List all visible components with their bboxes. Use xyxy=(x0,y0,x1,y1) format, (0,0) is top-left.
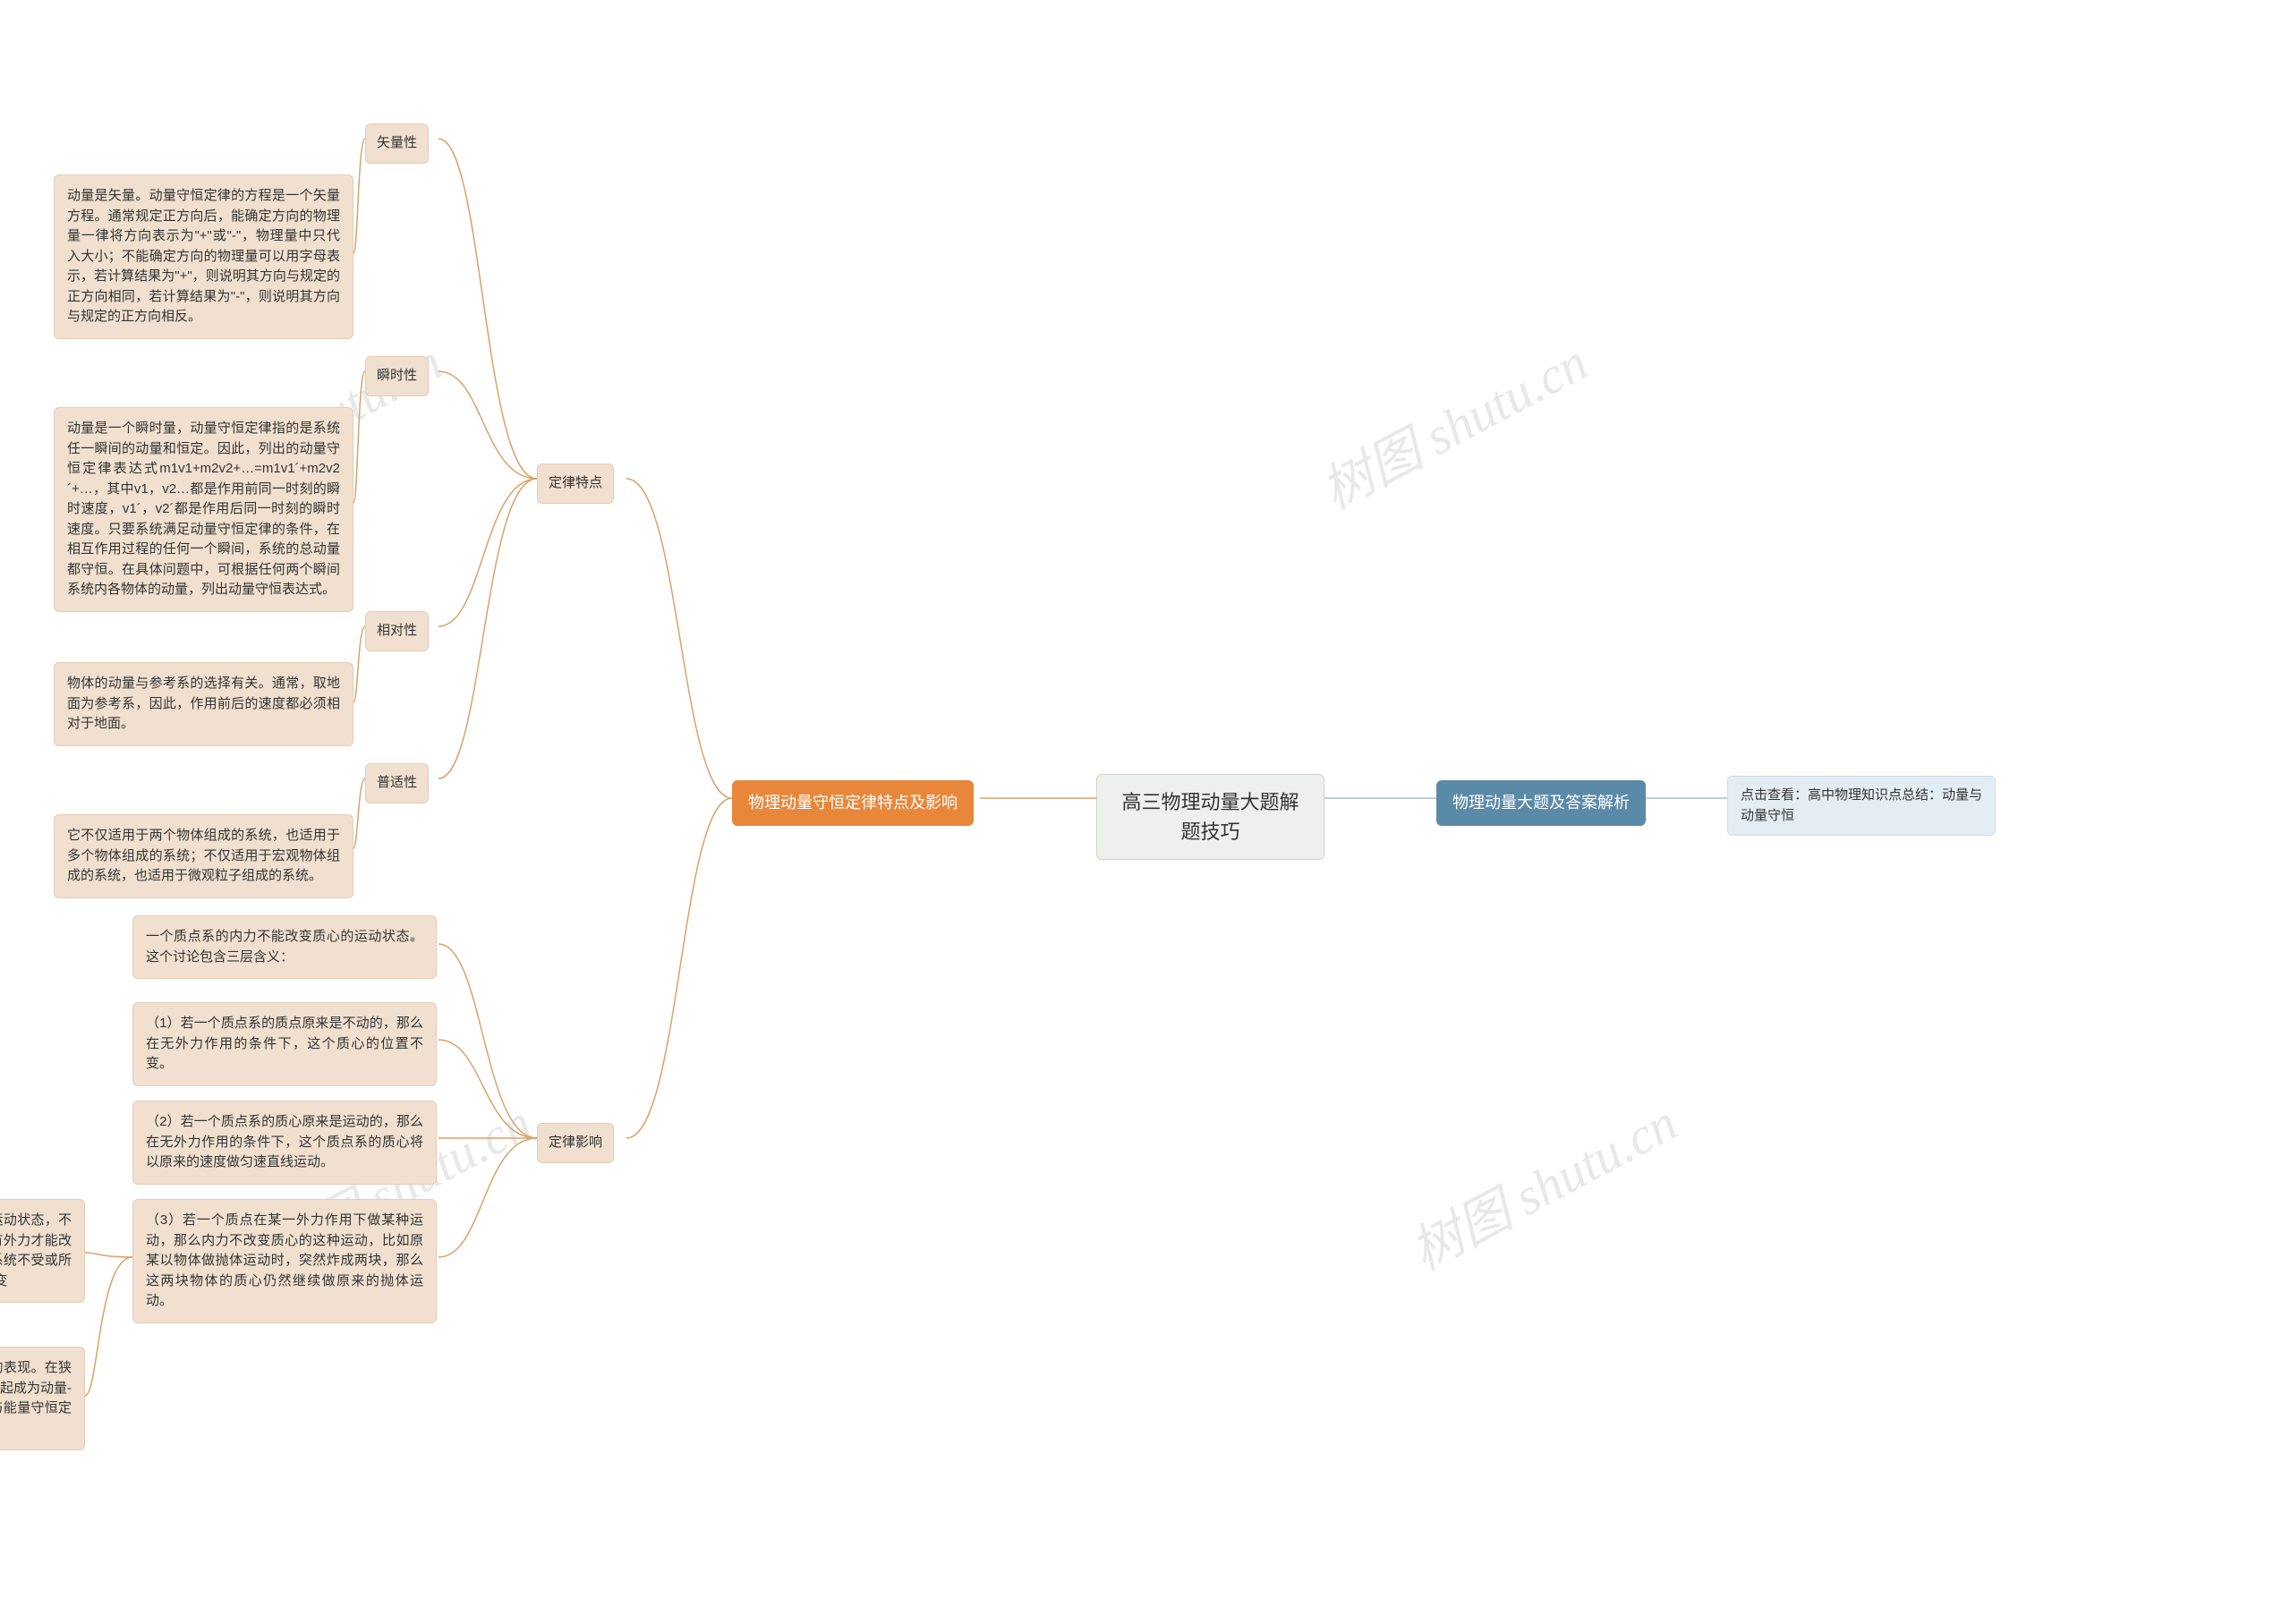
relative-title-text: 相对性 xyxy=(377,623,417,638)
watermark: 树图 shutu.cn xyxy=(1395,1082,1688,1285)
vector-desc-text: 动量是矢量。动量守恒定律的方程是一个矢量方程。通常规定正方向后，能确定方向的物理… xyxy=(67,188,340,324)
features-label: 定律特点 xyxy=(549,475,602,490)
effects-intro-text: 一个质点系的内力不能改变质心的运动状态。这个讨论包含三层含义： xyxy=(146,929,423,965)
features-node: 定律特点 xyxy=(537,463,614,504)
effects-p2: （2）若一个质点系的质心原来是运动的，那么在无外力作用的条件下，这个质点系的质心… xyxy=(132,1101,437,1185)
relative-desc: 物体的动量与参考系的选择有关。通常，取地面为参考系，因此，作用前后的速度都必须相… xyxy=(54,662,353,746)
relative-title: 相对性 xyxy=(365,611,429,651)
right-leaf-label: 点击查看：高中物理知识点总结：动量与动量守恒 xyxy=(1741,787,1982,823)
universal-title-text: 普适性 xyxy=(377,775,417,790)
left-branch: 物理动量守恒定律特点及影响 xyxy=(732,780,974,826)
right-leaf: 点击查看：高中物理知识点总结：动量与动量守恒 xyxy=(1727,776,1996,836)
instant-desc-text: 动量是一个瞬时量，动量守恒定律指的是系统任一瞬间的动量和恒定。因此，列出的动量守… xyxy=(67,421,340,597)
center-node: 高三物理动量大题解题技巧 xyxy=(1096,774,1324,860)
effects-p3-text: （3）若一个质点在某一外力作用下做某种运动，那么内力不改变质心的这种运动，比如原… xyxy=(146,1212,423,1308)
effects-node: 定律影响 xyxy=(537,1123,614,1163)
left-branch-label: 物理动量守恒定律特点及影响 xyxy=(748,794,958,812)
vector-title: 矢量性 xyxy=(365,123,429,164)
effects-p1: （1）若一个质点系的质点原来是不动的，那么在无外力作用的条件下，这个质心的位置不… xyxy=(132,1002,437,1086)
universal-title: 普适性 xyxy=(365,763,429,803)
effects-p1-text: （1）若一个质点系的质点原来是不动的，那么在无外力作用的条件下，这个质心的位置不… xyxy=(146,1016,423,1071)
effects-p3: （3）若一个质点在某一外力作用下做某种运动，那么内力不改变质心的这种运动，比如原… xyxy=(132,1199,437,1323)
effects-s2-text: 动量守恒定律是空间平移不变性的表现。在狭义相对论中，动量和能量结合在一起成为动量… xyxy=(0,1360,72,1436)
right-branch: 物理动量大题及答案解析 xyxy=(1436,780,1646,826)
vector-desc: 动量是矢量。动量守恒定律的方程是一个矢量方程。通常规定正方向后，能确定方向的物理… xyxy=(54,174,353,339)
effects-intro: 一个质点系的内力不能改变质心的运动状态。这个讨论包含三层含义： xyxy=(132,915,437,979)
right-branch-label: 物理动量大题及答案解析 xyxy=(1452,794,1630,812)
watermark: 树图 shutu.cn xyxy=(1306,321,1598,524)
universal-desc: 它不仅适用于两个物体组成的系统，也适用于多个物体组成的系统；不仅适用于宏观物体组… xyxy=(54,814,353,898)
universal-desc-text: 它不仅适用于两个物体组成的系统，也适用于多个物体组成的系统；不仅适用于宏观物体组… xyxy=(67,828,340,883)
instant-title: 瞬时性 xyxy=(365,356,429,396)
relative-desc-text: 物体的动量与参考系的选择有关。通常，取地面为参考系，因此，作用前后的速度都必须相… xyxy=(67,676,340,731)
effects-s1-text: 系统内力只改变系统内各物体的运动状态，不能改变整个系统的运动状态，只有外力才能改… xyxy=(0,1212,72,1288)
vector-title-text: 矢量性 xyxy=(377,135,417,150)
effects-label: 定律影响 xyxy=(549,1135,602,1150)
center-label: 高三物理动量大题解题技巧 xyxy=(1121,791,1299,843)
instant-desc: 动量是一个瞬时量，动量守恒定律指的是系统任一瞬间的动量和恒定。因此，列出的动量守… xyxy=(54,407,353,612)
effects-s1: 系统内力只改变系统内各物体的运动状态，不能改变整个系统的运动状态，只有外力才能改… xyxy=(0,1199,85,1303)
effects-s2: 动量守恒定律是空间平移不变性的表现。在狭义相对论中，动量和能量结合在一起成为动量… xyxy=(0,1347,85,1450)
effects-p2-text: （2）若一个质点系的质心原来是运动的，那么在无外力作用的条件下，这个质点系的质心… xyxy=(146,1114,423,1169)
instant-title-text: 瞬时性 xyxy=(377,368,417,383)
